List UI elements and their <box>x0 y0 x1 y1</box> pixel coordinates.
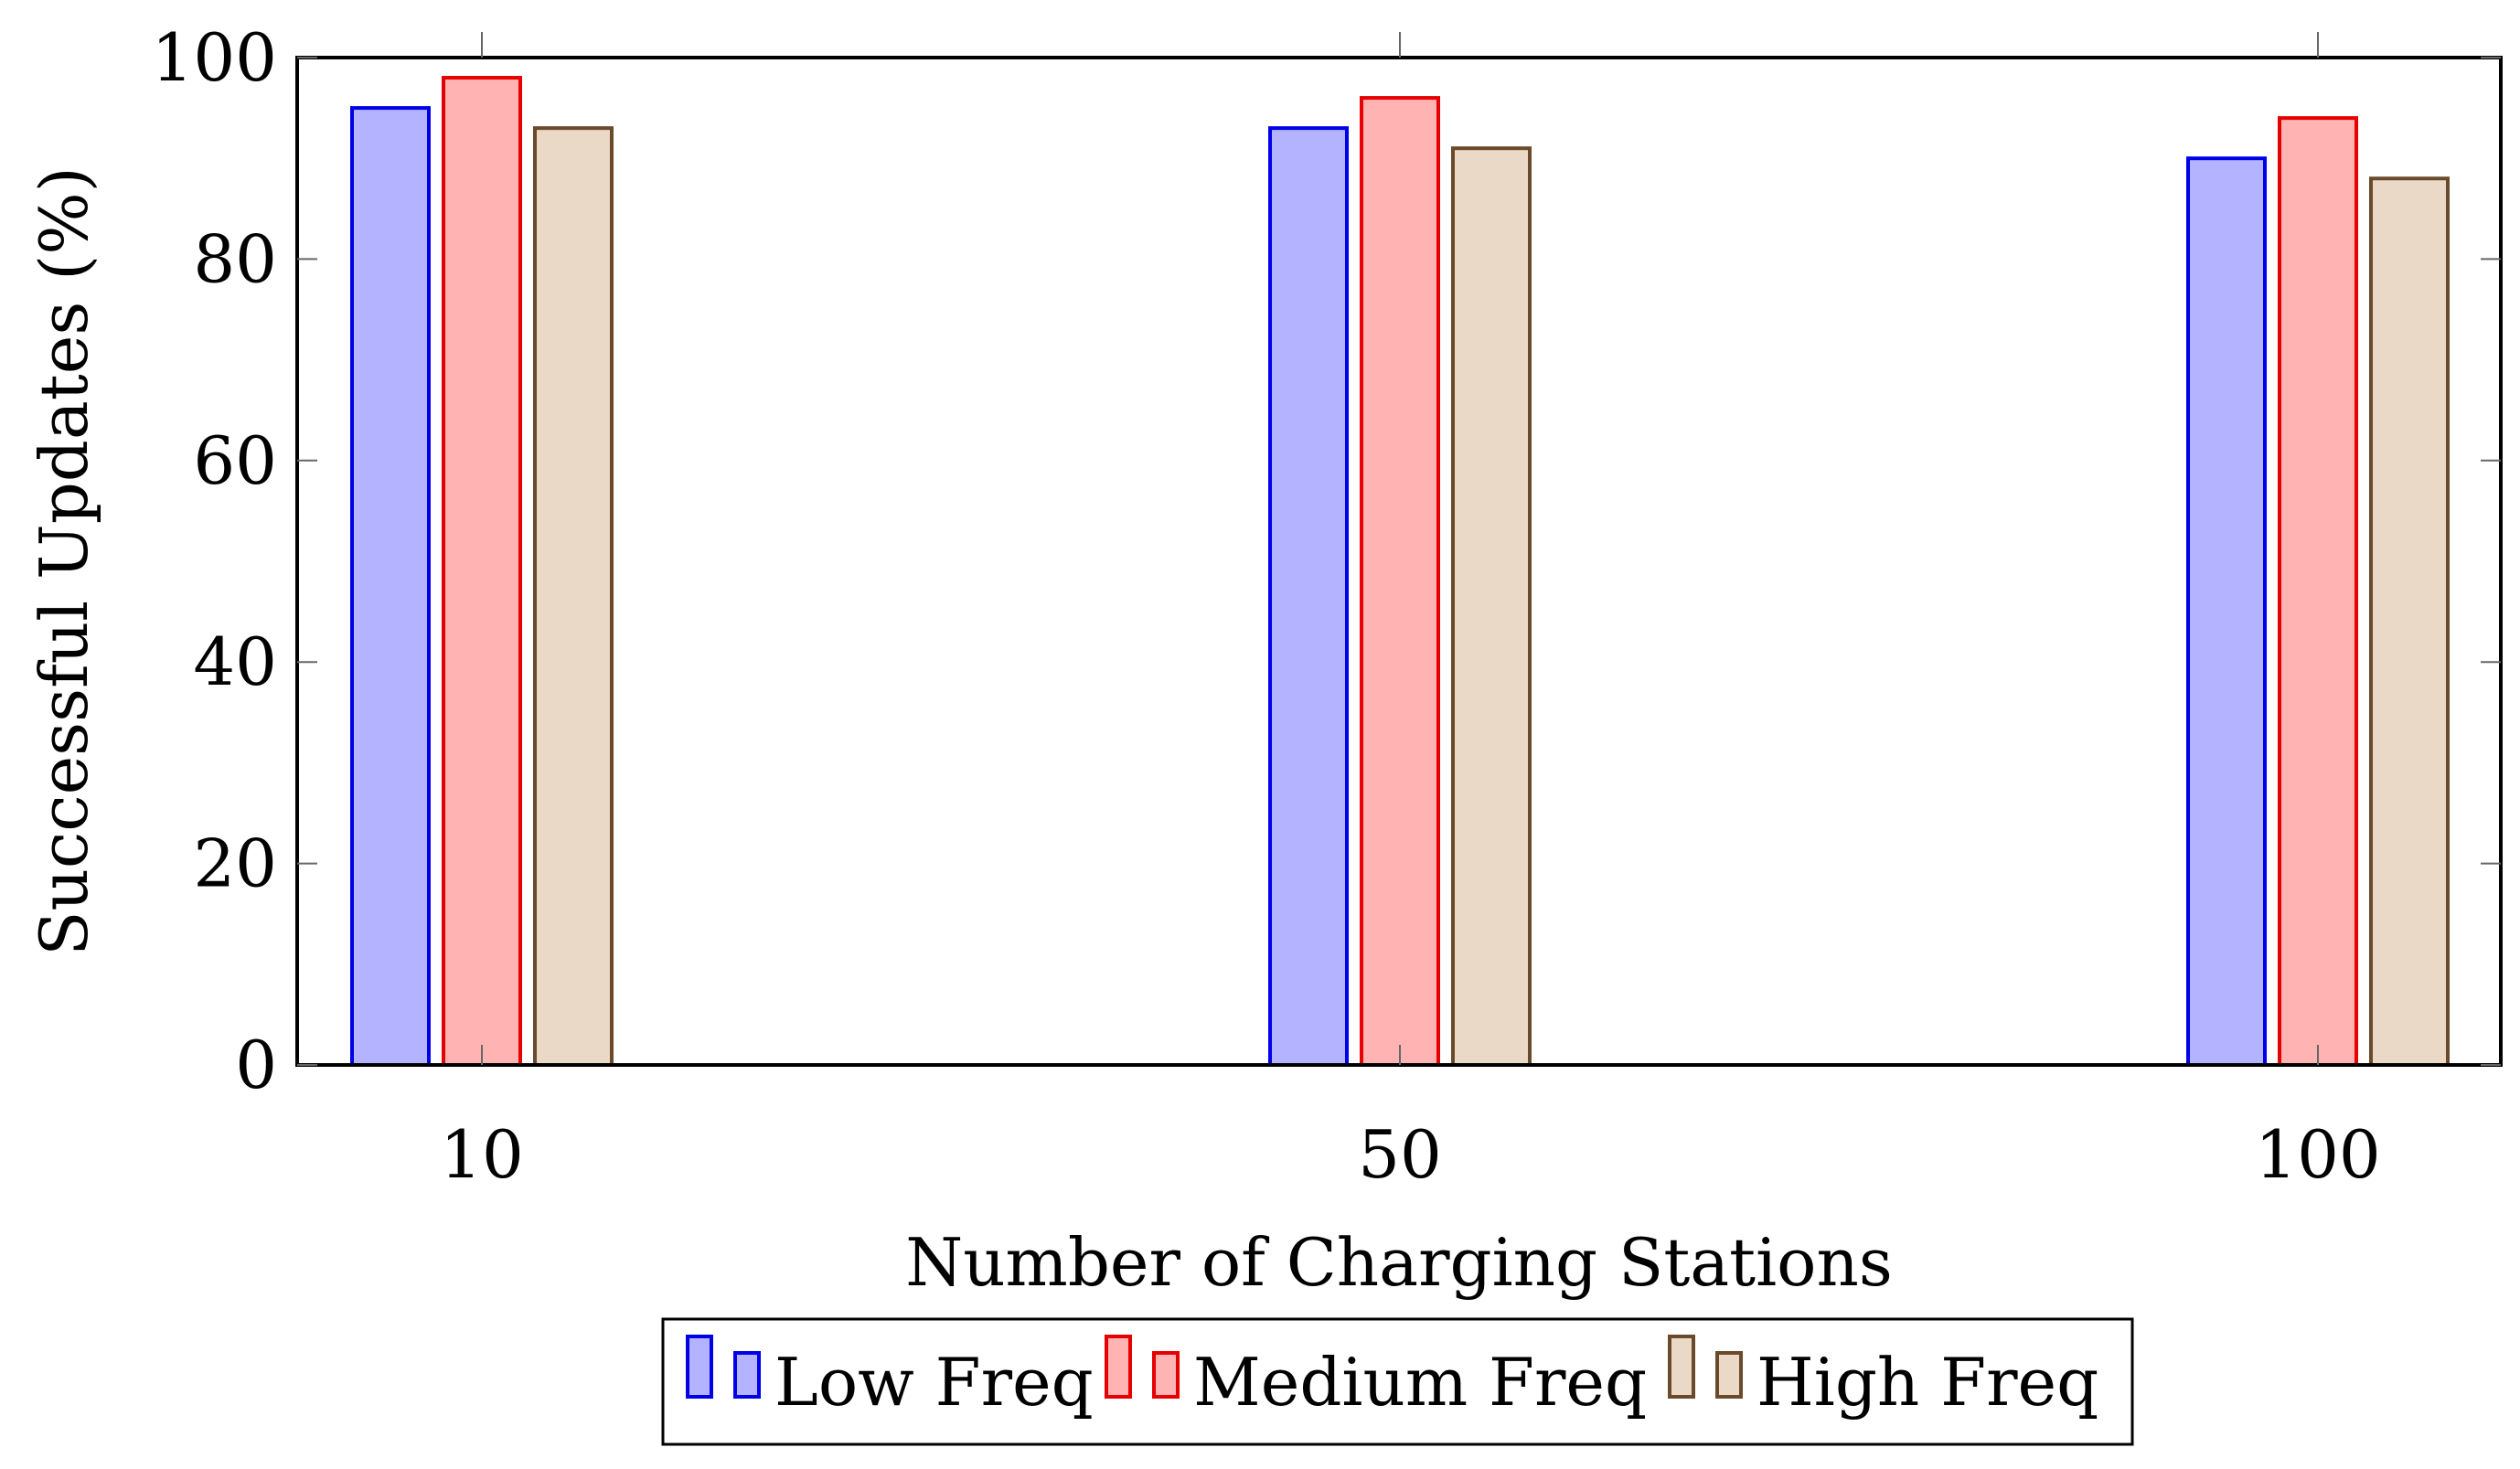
x-axis-title: Number of Charging Stations <box>905 1224 1893 1301</box>
legend-swatch <box>686 1335 713 1399</box>
y-axis-title: Successful Updates (%) <box>26 166 102 956</box>
legend: Low Freq Medium Freq High Freq <box>661 1317 2134 1446</box>
x-tick-label: 50 <box>1358 1116 1442 1193</box>
bar-medium-freq-10 <box>442 76 522 1067</box>
legend-items: Low Freq Medium Freq High Freq <box>686 1335 2098 1421</box>
legend-swatch <box>1715 1351 1743 1399</box>
bars-layer <box>350 76 2450 1068</box>
y-tick-label: 80 <box>193 220 277 297</box>
bar-high-freq-100 <box>2369 176 2450 1068</box>
legend-item-medium-freq: Medium Freq <box>1105 1335 1647 1421</box>
y-tick-label: 40 <box>193 623 277 700</box>
legend-frame <box>661 1317 2134 1446</box>
legend-swatch <box>1668 1335 1695 1399</box>
bar-high-freq-10 <box>533 126 614 1067</box>
legend-label: Low Freq <box>774 1344 1094 1421</box>
bar-medium-freq-50 <box>1360 96 1440 1068</box>
legend-swatch <box>1105 1335 1132 1399</box>
y-tick-label: 20 <box>193 825 277 902</box>
y-tick-label: 100 <box>152 19 277 96</box>
bar-low-freq-50 <box>1268 126 1349 1067</box>
ticks-layer: 0 20 40 60 80 100 10 50 100 <box>152 19 2501 1193</box>
legend-item-high-freq: High Freq <box>1668 1335 2098 1421</box>
x-tick-label: 100 <box>2255 1116 2380 1193</box>
legend-swatch <box>733 1351 761 1399</box>
y-tick-label: 60 <box>193 422 277 499</box>
bar-medium-freq-100 <box>2278 116 2358 1067</box>
legend-item-low-freq: Low Freq <box>686 1335 1094 1421</box>
bar-low-freq-100 <box>2186 156 2267 1067</box>
legend-label: Medium Freq <box>1193 1344 1647 1421</box>
legend-label: High Freq <box>1757 1344 2098 1421</box>
bar-high-freq-50 <box>1451 146 1532 1067</box>
y-tick-label: 0 <box>235 1027 277 1103</box>
legend-swatch <box>1152 1351 1180 1399</box>
bar-low-freq-10 <box>350 106 431 1068</box>
x-tick-label: 10 <box>440 1116 524 1193</box>
